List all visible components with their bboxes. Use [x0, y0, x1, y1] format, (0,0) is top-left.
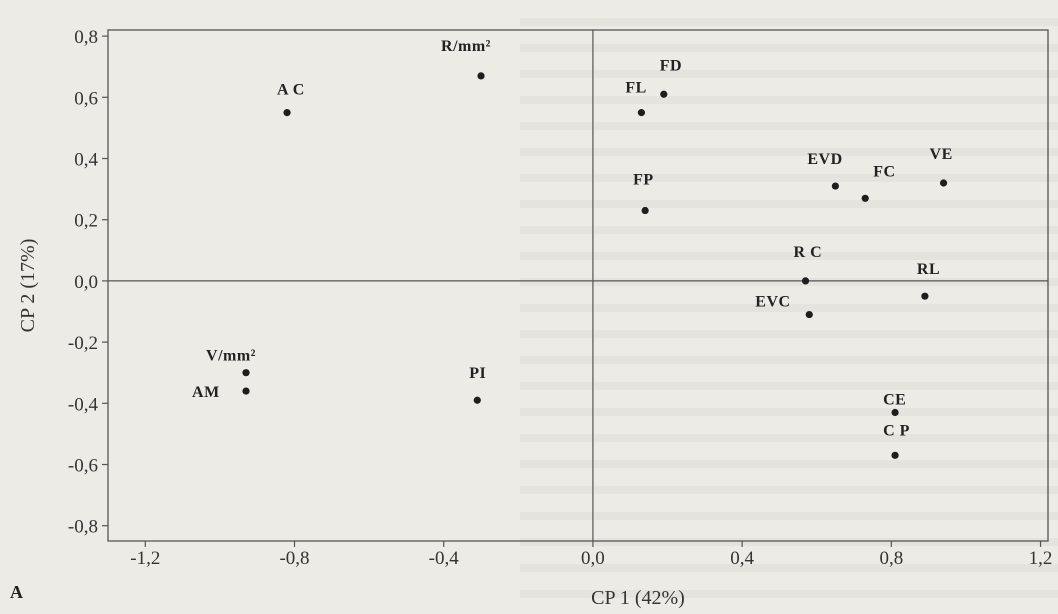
y-tick-label: 0,4 [74, 150, 98, 171]
point-label-r-mm: R/mm² [441, 38, 491, 55]
x-tick-label: 0,0 [581, 548, 605, 569]
x-tick-label: -1,2 [130, 548, 160, 569]
y-axis-ticks: 0,8 0,6 0,4 0,2 0,0 -0,2 -0,4 -0,6 -0,8 [68, 27, 108, 538]
y-tick-label: -0,8 [68, 517, 98, 538]
point-label-fd: FD [660, 57, 682, 74]
x-tick-label: 0,8 [879, 548, 903, 569]
point-label-fp: FP [633, 172, 654, 189]
point-rl [921, 292, 929, 300]
y-tick-label: 0,6 [74, 88, 98, 109]
point-evd [831, 182, 839, 190]
x-tick-label: -0,8 [279, 548, 309, 569]
panel-label: A [10, 582, 23, 602]
y-tick-label: -0,4 [68, 394, 99, 415]
x-tick-label: 1,2 [1029, 548, 1053, 569]
point-v-mm [242, 369, 250, 377]
y-tick-label: 0,2 [74, 211, 98, 232]
point-c-p [891, 451, 899, 459]
point-label-fl: FL [625, 80, 646, 97]
point-label-v-mm: V/mm² [206, 348, 256, 365]
x-axis-ticks: -1,2 -0,8 -0,4 0,0 0,4 0,8 1,2 [130, 541, 1052, 569]
point-r-mm [477, 72, 485, 80]
point-am [242, 387, 250, 395]
point-label-am: AM [192, 384, 220, 401]
point-label-fc: FC [873, 163, 895, 180]
point-fc [861, 194, 869, 202]
point-label-pi: PI [469, 365, 486, 382]
point-r-c [801, 277, 810, 285]
y-axis-title: CP 2 (17%) [17, 239, 39, 333]
x-tick-label: 0,4 [730, 548, 754, 569]
y-tick-label: 0,0 [74, 272, 98, 293]
point-label-ve: VE [930, 146, 953, 163]
point-label-evd: EVD [807, 151, 842, 168]
y-tick-label: -0,2 [68, 333, 98, 354]
x-axis-title: CP 1 (42%) [591, 587, 685, 609]
point-label-a-c: A C [277, 82, 305, 99]
x-tick-label: -0,4 [429, 548, 460, 569]
point-label-c-p: C P [883, 422, 910, 439]
point-label-r-c: R C [794, 244, 823, 261]
y-tick-label: -0,6 [68, 456, 98, 477]
point-pi [473, 396, 481, 404]
page-bleed-through [520, 0, 1058, 614]
point-label-rl: RL [917, 261, 940, 278]
point-fl [637, 109, 646, 117]
point-a-c [283, 109, 291, 117]
plot-frame [107, 29, 1049, 542]
point-label-evc: EVC [755, 294, 790, 311]
point-ce [891, 408, 899, 417]
y-tick-label: 0,8 [74, 27, 98, 48]
point-ve [939, 179, 948, 187]
data-points: R/mm² A C FL FD FP EVD FC VE R C RL EVC V/mm² AM PI CE… [192, 38, 953, 459]
point-label-ce: CE [883, 391, 906, 408]
point-evc [805, 310, 813, 319]
point-fp [641, 206, 649, 215]
point-fd [660, 90, 668, 98]
